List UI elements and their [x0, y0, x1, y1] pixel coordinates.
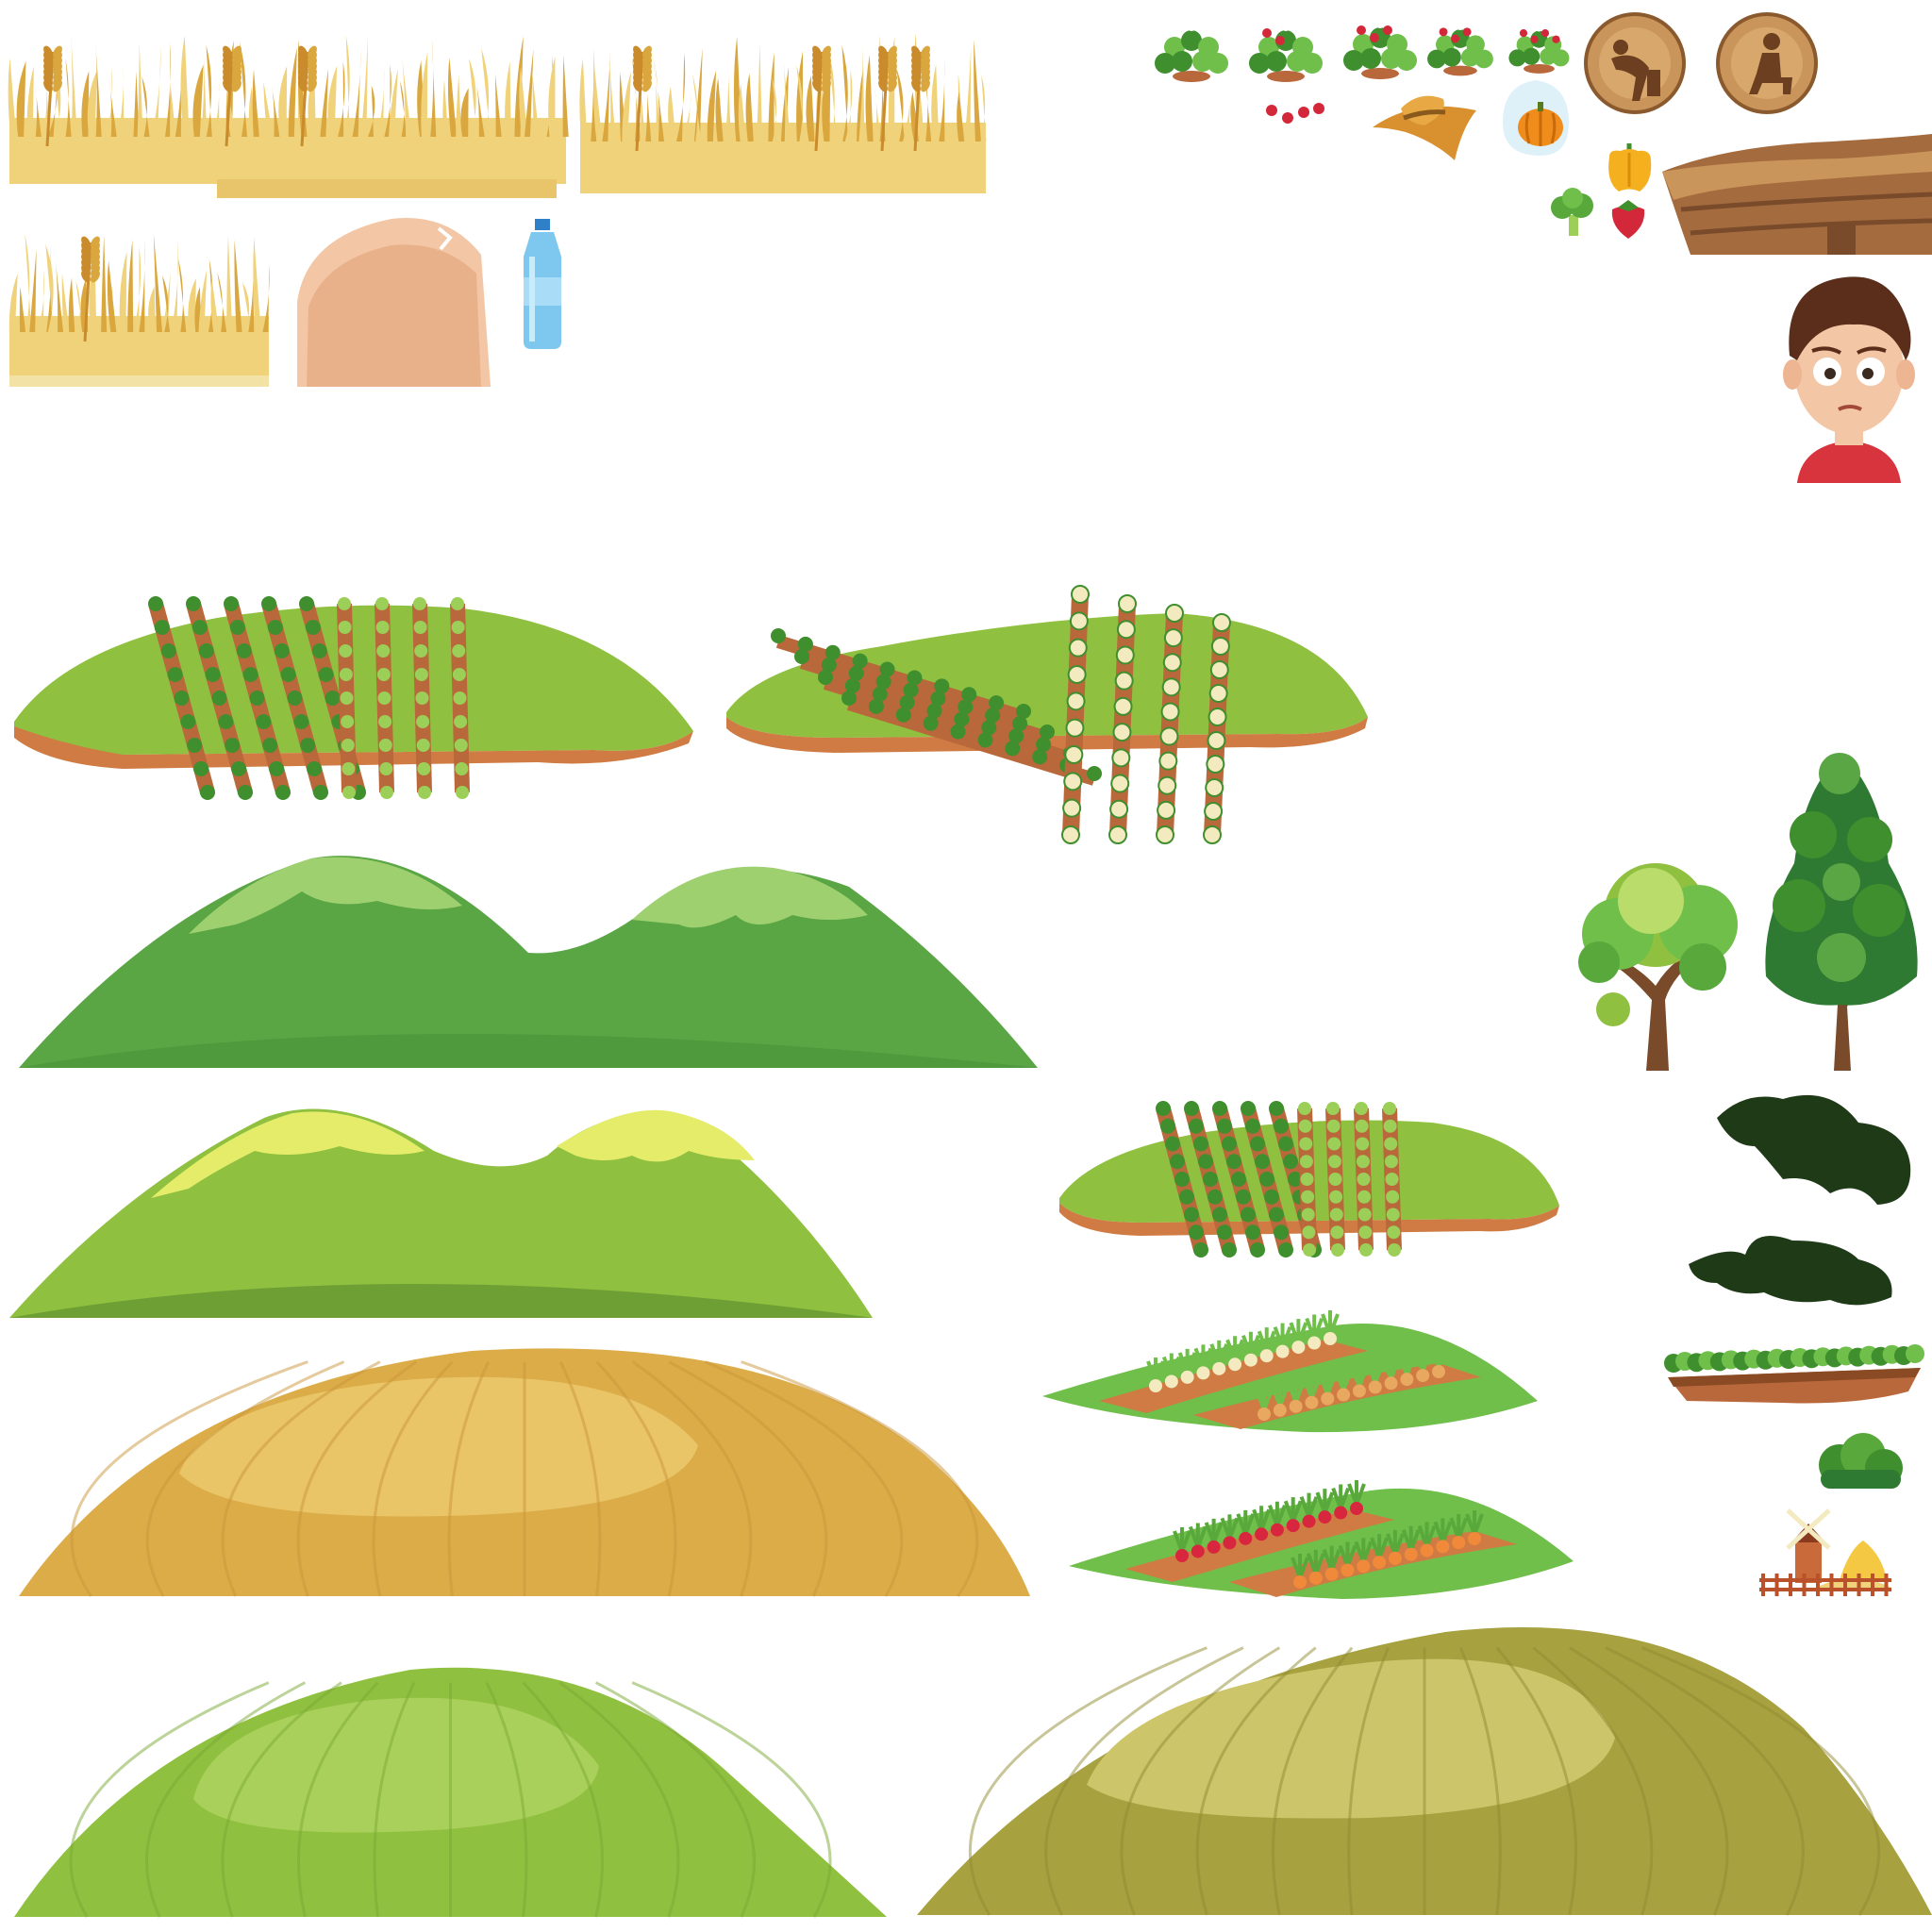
golden-field-hill-icon	[19, 1348, 1030, 1597]
strawberry-plant-icon	[1508, 25, 1570, 74]
pumpkin-bubble-icon	[1503, 80, 1569, 156]
vegetable-field-icon	[1042, 1310, 1538, 1433]
sitting-farmer-badge-icon	[1716, 12, 1818, 114]
strawberries-icon	[1266, 103, 1324, 124]
olive-field-hill-icon	[917, 1627, 1932, 1916]
tree-shadow-icon	[1717, 1094, 1911, 1205]
bending-farmer-badge-icon	[1584, 12, 1686, 114]
wooden-hut-icon	[1662, 134, 1932, 255]
pine-tree-icon	[1765, 753, 1918, 1071]
wheat-grass-strip-icon	[8, 233, 270, 387]
strawberry-plant-icon	[1427, 23, 1493, 76]
broccoli-icon	[1551, 188, 1593, 236]
straw-hat-icon	[1373, 95, 1476, 160]
boy-portrait-icon	[1783, 276, 1915, 483]
green-mountains-icon	[19, 856, 1038, 1068]
water-bottle-icon	[524, 219, 561, 349]
terraced-hill-icon	[14, 596, 693, 800]
wheat-grass-strip-icon	[8, 33, 569, 198]
vegetable-field-icon	[1069, 1480, 1574, 1599]
terraced-hill-icon	[726, 585, 1368, 844]
lettuce-row-icon	[1664, 1344, 1924, 1404]
strawberry-plant-icon	[1249, 24, 1323, 82]
tree-shadow-icon	[1689, 1236, 1892, 1306]
round-tree-icon	[1578, 863, 1738, 1071]
lime-mountains-icon	[9, 1108, 873, 1318]
terraced-hill-icon	[1059, 1101, 1559, 1257]
strawberry-icon	[1611, 200, 1645, 239]
windmill-farm-icon	[1759, 1508, 1891, 1596]
strawberry-plant-icon	[1155, 24, 1228, 82]
green-field-hill-icon	[14, 1667, 887, 1918]
wheat-grass-strip-icon	[579, 33, 987, 193]
strawberry-plant-icon	[1343, 21, 1417, 79]
bell-pepper-icon	[1608, 143, 1652, 192]
bush-icon	[1819, 1433, 1903, 1489]
hay-bale-icon	[297, 218, 491, 387]
